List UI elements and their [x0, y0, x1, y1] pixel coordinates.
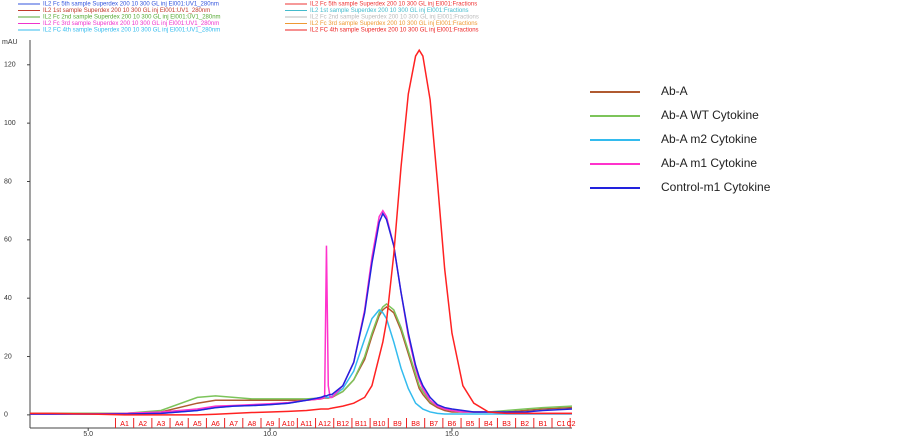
- fraction-label: B3: [502, 421, 511, 428]
- header-legend-text: IL2 FC 4th sample Superdex 200 10 300 GL…: [310, 28, 479, 34]
- legend-label: Ab-A: [661, 84, 688, 98]
- fraction-label: B2: [520, 421, 529, 428]
- fraction-label: A7: [229, 421, 238, 428]
- fraction-label: A10: [282, 421, 295, 428]
- fraction-label: A4: [175, 421, 184, 428]
- y-axis-label: mAU: [2, 39, 18, 46]
- x-tick-label: 10.0: [263, 431, 277, 436]
- header-legend-text: IL2 1st sample Superdex 200 10 300 GL in…: [310, 8, 469, 14]
- fraction-label: B10: [373, 421, 386, 428]
- header-legend-text: IL2 FC 4th sample Superdex 200 10 300 GL…: [43, 28, 220, 34]
- y-tick-label: 120: [4, 62, 16, 69]
- fraction-label: A11: [300, 421, 312, 428]
- legend-label: Ab-A WT Cytokine: [661, 108, 759, 122]
- header-legend-text: IL2 Fc 5th sample Superdex 200 10 300 GL…: [43, 2, 219, 8]
- legend-label: Ab-A m2 Cytokine: [661, 132, 757, 146]
- fraction-label: A12: [318, 421, 331, 428]
- fraction-label: B5: [466, 421, 475, 428]
- x-tick-label: 15.0: [445, 431, 459, 436]
- series-line: [30, 303, 573, 415]
- fraction-label: A5: [193, 421, 202, 428]
- header-legend-text: IL2 1st sample Superdex 200 10 300 GL in…: [43, 8, 210, 14]
- y-tick-label: 40: [4, 295, 12, 302]
- fraction-label: A1: [120, 421, 129, 428]
- series-line: [30, 305, 573, 415]
- header-legend-text: IL2 Fc 5th sample Superdex 200 10 300 GL…: [310, 2, 477, 8]
- fraction-label: B12: [337, 421, 350, 428]
- x-tick-label: 5.0: [83, 431, 93, 436]
- fraction-label: B9: [393, 421, 402, 428]
- fraction-label: A8: [248, 421, 257, 428]
- fraction-label: B8: [411, 421, 420, 428]
- y-tick-label: 100: [4, 120, 16, 127]
- header-legend-text: IL2 Fc 2nd sample Superdex 200 10 300 GL…: [310, 15, 479, 21]
- fraction-label: B4: [484, 421, 493, 428]
- fraction-label: A2: [138, 421, 147, 428]
- legend-label: Ab-A m1 Cytokine: [661, 156, 757, 170]
- header-legend-text: IL2 Fc 3rd sample Superdex 200 10 300 GL…: [43, 21, 219, 27]
- fraction-label: B6: [448, 421, 457, 428]
- series-line: [30, 209, 572, 415]
- fraction-label: C2: [567, 421, 576, 428]
- y-tick-label: 0: [4, 412, 8, 419]
- legend-label: Control-m1 Cytokine: [661, 180, 771, 194]
- fraction-label: A9: [266, 421, 275, 428]
- y-tick-label: 60: [4, 237, 12, 244]
- header-legend-text: IL2 Fc 3rd sample Superdex 200 10 300 GL…: [310, 21, 478, 27]
- y-tick-label: 20: [4, 353, 12, 360]
- fraction-label: A3: [157, 421, 166, 428]
- series-line: [30, 211, 573, 415]
- fraction-label: B11: [355, 421, 367, 428]
- header-legend-text: IL2 Fc 2nd sample Superdex 200 10 300 GL…: [43, 15, 221, 21]
- fraction-label: A6: [211, 421, 220, 428]
- series-line: [30, 48, 572, 416]
- fraction-label: C1: [557, 421, 566, 428]
- fraction-label: B7: [429, 421, 438, 428]
- fraction-label: B1: [539, 421, 548, 428]
- y-tick-label: 80: [4, 178, 12, 185]
